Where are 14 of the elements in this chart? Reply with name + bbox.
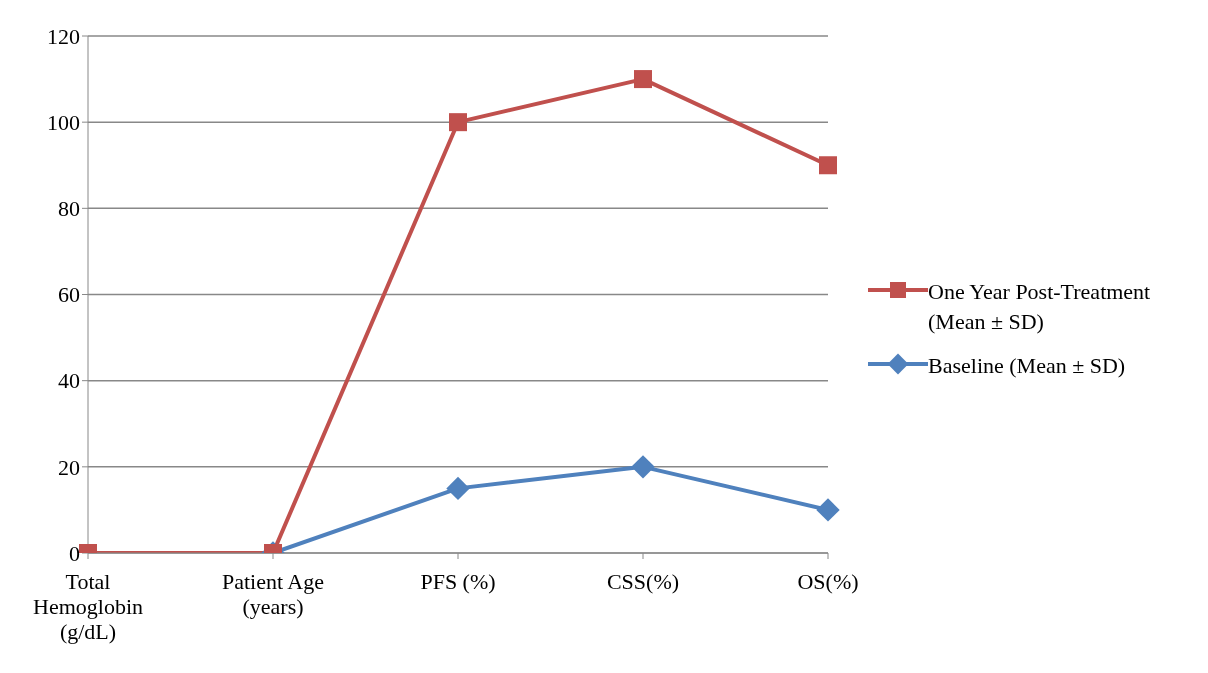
y-tick-label: 20: [58, 454, 80, 480]
y-tick-label: 60: [58, 282, 80, 308]
x-tick-label: Total Hemoglobin (g/dL): [33, 568, 143, 645]
legend-label: Baseline (Mean ± SD): [928, 351, 1126, 380]
y-tick-label: 80: [58, 196, 80, 222]
x-tick-label: CSS(%): [606, 568, 680, 594]
y-tick-label: 120: [47, 23, 80, 49]
y-tick-label: 0: [69, 540, 80, 566]
x-tick-label: OS(%): [797, 568, 859, 594]
y-tick-label: 100: [47, 109, 80, 135]
x-tick-label: Patient Age (years): [221, 568, 325, 620]
legend-label: One Year Post-Treatment (Mean ± SD): [928, 277, 1152, 336]
y-tick-label: 40: [58, 368, 80, 394]
x-tick-label: PFS (%): [420, 568, 496, 594]
